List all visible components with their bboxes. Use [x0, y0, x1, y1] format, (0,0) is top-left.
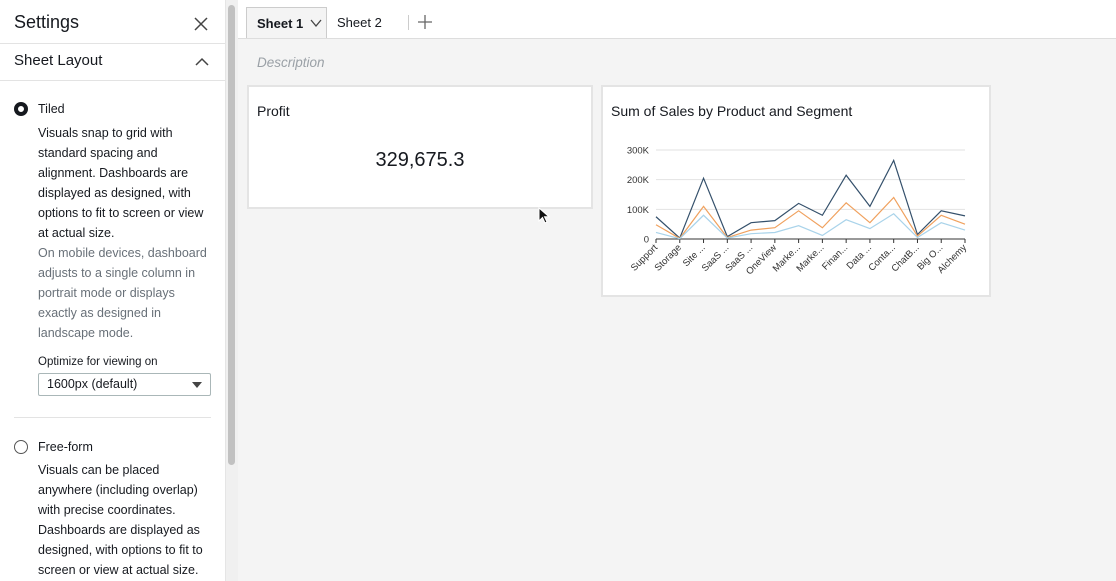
- tab-bar: Sheet 1 Sheet 2: [238, 0, 1116, 39]
- tab-label: Sheet 2: [337, 15, 382, 30]
- sheet-tab[interactable]: Sheet 1: [246, 7, 327, 38]
- y-tick-label: 300K: [627, 146, 650, 157]
- radio-tiled[interactable]: [14, 102, 28, 116]
- option-note: On mobile devices, dashboard adjusts to …: [38, 246, 207, 340]
- option-description: Visuals snap to grid with standard spaci…: [38, 126, 204, 240]
- option-description: Visuals can be placed anywhere (includin…: [38, 463, 203, 577]
- chart-title: Sum of Sales by Product and Segment: [611, 103, 853, 119]
- option-label: Tiled: [38, 102, 65, 116]
- kpi-card[interactable]: Profit 329,675.3: [247, 85, 593, 209]
- chart-card[interactable]: Sum of Sales by Product and Segment 0 100…: [601, 85, 991, 297]
- y-tick-label: 200K: [627, 175, 650, 186]
- y-tick-label: 0: [644, 235, 649, 246]
- y-tick-label: 100K: [627, 205, 650, 216]
- tab-label: Sheet 1: [257, 16, 304, 31]
- description-placeholder[interactable]: Description: [257, 55, 325, 70]
- close-button[interactable]: [194, 17, 208, 31]
- series-line: [655, 213, 966, 240]
- option-label: Free-form: [38, 440, 93, 454]
- select-value: 1600px (default): [47, 377, 138, 391]
- section-title: Sheet Layout: [14, 52, 103, 69]
- kpi-title: Profit: [257, 103, 290, 119]
- optimize-select[interactable]: 1600px (default): [38, 373, 211, 396]
- optimize-label: Optimize for viewing on: [38, 356, 158, 368]
- series-line: [655, 158, 966, 240]
- scrollbar[interactable]: [226, 0, 238, 581]
- scroll-thumb[interactable]: [228, 5, 235, 465]
- radio-freeform[interactable]: [14, 440, 28, 454]
- panel-title: Settings: [14, 12, 80, 32]
- x-tick-label: Finan...: [820, 242, 850, 272]
- collapse-button[interactable]: [195, 57, 209, 66]
- series-line: [655, 196, 966, 240]
- cursor: [538, 207, 550, 224]
- settings-panel: Settings Sheet Layout Tiled Visuals snap…: [0, 0, 226, 581]
- kpi-value: 329,675.3: [375, 149, 465, 171]
- add-sheet[interactable]: [418, 15, 432, 29]
- sheet-tab[interactable]: Sheet 2: [327, 7, 409, 38]
- x-tick-label: Storage: [653, 242, 684, 273]
